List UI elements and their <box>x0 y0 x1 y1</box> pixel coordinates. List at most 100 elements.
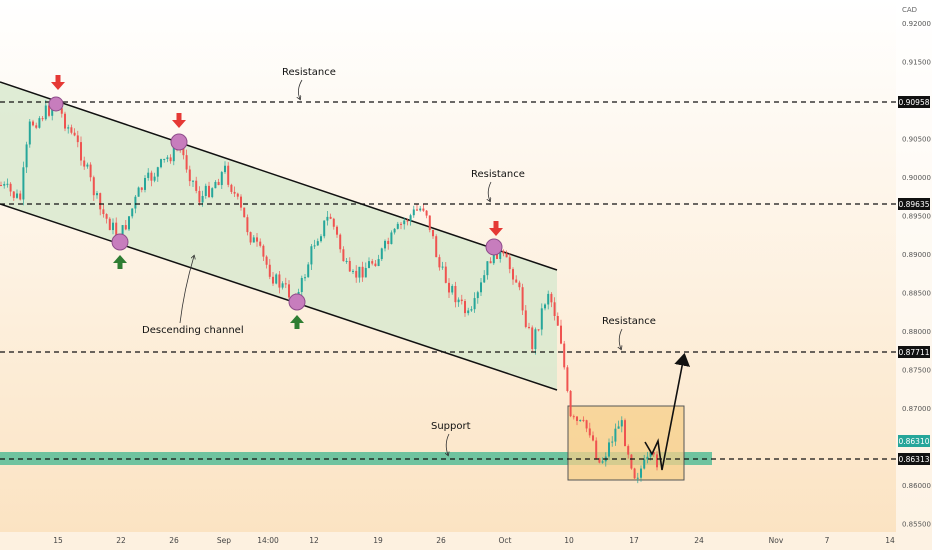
time-tick-label: 7 <box>825 536 830 545</box>
candle-body <box>537 329 540 331</box>
touch-marker <box>170 133 188 151</box>
candle-body <box>19 193 22 200</box>
candle-body <box>480 282 482 293</box>
candle-body <box>268 264 271 277</box>
time-tick-label: 14:00 <box>257 536 279 545</box>
price-tag-support: 0.86313 <box>898 453 930 465</box>
callout-line <box>446 433 449 455</box>
candle-body <box>601 461 604 463</box>
candle-body <box>499 250 502 259</box>
candle-body <box>121 225 124 243</box>
candle-body <box>528 326 530 328</box>
candle-body <box>393 228 396 233</box>
candle-body <box>512 269 514 280</box>
candle-body <box>428 215 431 230</box>
candle-body <box>60 108 63 114</box>
candle-body <box>352 270 354 272</box>
resistance-label-1: Resistance <box>282 67 336 78</box>
candle-body <box>598 458 601 463</box>
candle-body <box>345 260 348 262</box>
candle-body <box>486 261 489 276</box>
candle-body <box>380 248 383 260</box>
candle-body <box>169 157 172 162</box>
candle-body <box>329 216 332 219</box>
candle-body <box>230 184 233 192</box>
candle-body <box>400 223 402 225</box>
price-tick-label: 0.92000 <box>902 20 931 28</box>
candle-body <box>406 220 409 222</box>
candle-body <box>272 276 274 284</box>
price-axis[interactable]: 0.92000 0.91500 0.90500 0.90000 0.89500 0.890… <box>902 20 931 529</box>
candle-body <box>92 177 95 196</box>
candle-body <box>617 426 620 429</box>
price-tag-resistance-1: 0.90958 <box>898 96 930 108</box>
candle-body <box>288 284 290 298</box>
price-tick-label: 0.86000 <box>902 482 931 490</box>
candle-body <box>233 191 236 194</box>
candle-body <box>51 108 54 116</box>
candle-body <box>646 456 649 460</box>
candle-body <box>256 237 258 242</box>
candle-body <box>460 299 463 302</box>
price-tick-label: 0.88000 <box>902 328 931 336</box>
candle-body <box>508 257 511 270</box>
candle-body <box>441 266 444 268</box>
candle-body <box>204 185 207 196</box>
sell-arrow-icon <box>51 75 65 90</box>
candle-body <box>368 261 370 268</box>
descending-channel-fill <box>0 82 557 390</box>
candle-body <box>390 232 393 245</box>
candle-body <box>355 270 358 278</box>
buy-arrow-icon <box>290 315 304 329</box>
time-tick-label: 26 <box>169 536 179 545</box>
candle-body <box>214 181 217 189</box>
candle-body <box>627 446 630 455</box>
touch-marker <box>111 233 129 251</box>
candle-body <box>470 309 473 311</box>
candle-body <box>614 428 617 442</box>
candle-body <box>544 304 546 309</box>
price-scale-panel[interactable] <box>896 0 932 550</box>
time-axis[interactable]: 15 22 26 Sep 14:00 12 19 26 Oct 10 17 24 Nov 7 14 <box>53 536 895 545</box>
callout-line <box>179 256 194 324</box>
candle-body <box>518 282 521 288</box>
candle-body <box>243 207 246 218</box>
candle-body <box>396 223 399 229</box>
time-axis-panel[interactable] <box>0 532 896 550</box>
touch-marker <box>288 293 306 311</box>
svg-text:0.90958: 0.90958 <box>898 98 929 107</box>
sell-arrow-icon <box>489 221 503 236</box>
svg-text:0.87711: 0.87711 <box>898 348 929 357</box>
candle-body <box>361 266 364 278</box>
candle-body <box>147 172 150 178</box>
candle-body <box>89 164 92 178</box>
candle-body <box>67 127 70 129</box>
candle-body <box>115 222 118 236</box>
candle-body <box>531 327 534 350</box>
candle-body <box>582 419 585 421</box>
candle-body <box>124 225 127 230</box>
price-tick-label: 0.87000 <box>902 405 931 413</box>
candle-body <box>579 419 582 421</box>
candle-body <box>316 241 319 246</box>
time-tick-label: 15 <box>53 536 63 545</box>
candle-body <box>656 454 658 468</box>
candle-body <box>128 216 130 230</box>
candle-body <box>451 285 454 293</box>
candle-body <box>595 440 598 459</box>
candle-body <box>76 135 79 143</box>
candle-body <box>310 246 313 265</box>
currency-label: CAD <box>902 6 917 14</box>
svg-text:0.89635: 0.89635 <box>898 200 929 209</box>
candle-body <box>249 232 252 243</box>
candle-body <box>313 245 316 247</box>
candle-body <box>409 215 412 221</box>
candle-body <box>403 220 406 225</box>
time-tick-label: 22 <box>116 536 126 545</box>
candle-body <box>156 167 159 177</box>
candle-body <box>563 343 566 368</box>
candle-body <box>515 279 518 283</box>
candle-body <box>224 165 226 173</box>
